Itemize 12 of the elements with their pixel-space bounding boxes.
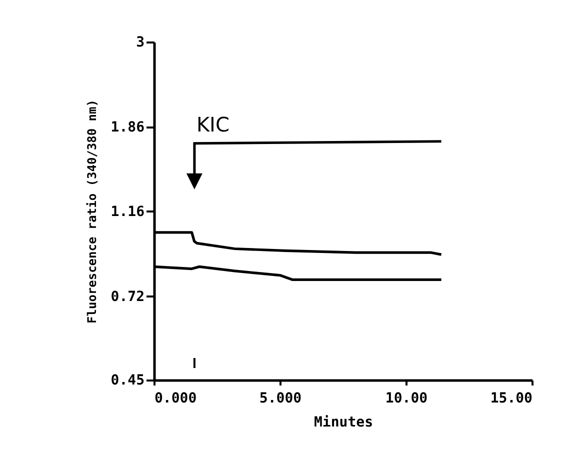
x-tick-label: 0.000 xyxy=(154,390,197,406)
x-tick-label: 5.000 xyxy=(259,390,302,406)
x-tick-label: 15.00 xyxy=(490,390,532,406)
x-tick-label: 10.00 xyxy=(385,390,428,406)
y-axis-title: Fluorescence ratio (340/380 nm) xyxy=(84,100,99,324)
y-tick-label: 3 xyxy=(136,34,144,50)
y-tick-label: 0.45 xyxy=(110,372,144,388)
x-axis-title: Minutes xyxy=(314,414,374,430)
y-tick-label: 1.16 xyxy=(110,204,144,220)
y-tick-label: 0.72 xyxy=(110,288,144,305)
annotation: KIC xyxy=(196,112,230,136)
y-tick-label: 1.86 xyxy=(110,120,144,136)
